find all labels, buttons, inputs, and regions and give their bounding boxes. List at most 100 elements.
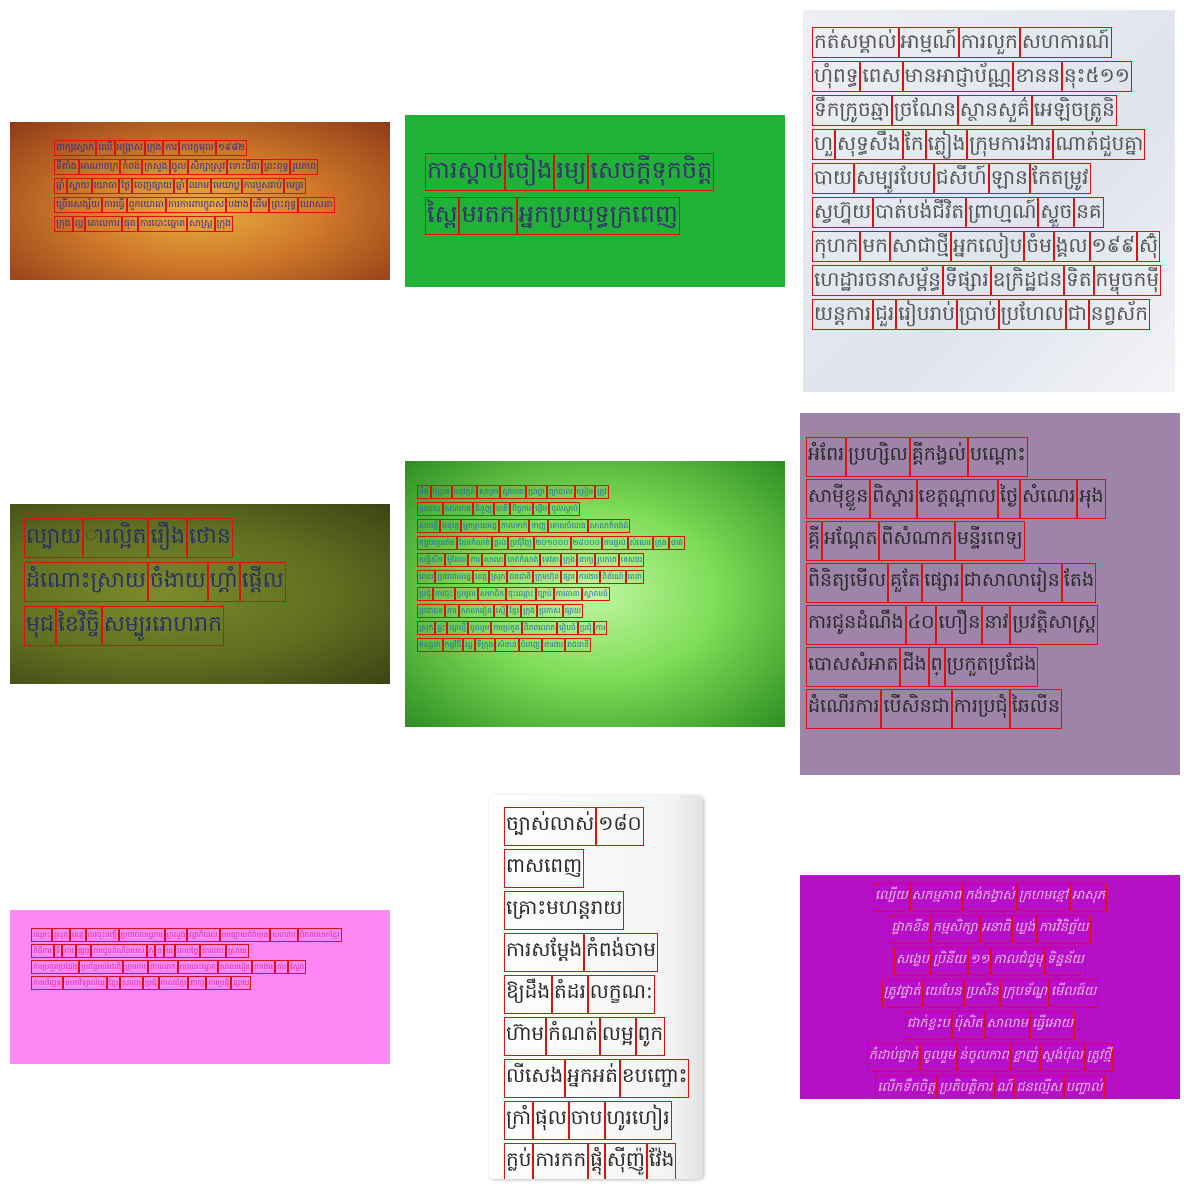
word-box: ប្រទេស [417, 502, 443, 516]
text-line: ស្វហ្វ៊ុយ បាត់បង់ជីវិត ព្រាហ្មណ៍ ស្ទួច នគ [812, 197, 1161, 228]
word-box: កម្មវិធី [442, 638, 464, 652]
text-line: ឱ្យដឹង តំដរ លក្ខណ: [504, 975, 689, 1014]
word-box: ការប្រជុំ [951, 689, 1010, 729]
word-box: ត្រូវ [595, 485, 609, 499]
word-box: មក [860, 231, 890, 262]
text-line: សន្និសីទ ម៉ូដែល ការ សាលា បាត់កំណត់ ទេវតា ក្រុង… [417, 553, 685, 567]
text-line: ពេល ប្រជាពលរដ្ឋ ខេត្ត ស្រុក ជនជាតិ ក្រុមហ៊ុនផ… [417, 570, 685, 584]
word-box: វ៉ែង [646, 1143, 677, 1179]
text-line: ដំណោះស្រាយ ចំងាយ ហ្គាំ ផ្ដើល [24, 562, 286, 602]
text-line: កត់សម្គាល់ អាម្មណ៍ ការលួក សហការណ៍ [812, 27, 1161, 58]
word-box: ចូលស្ដាប់ [549, 502, 580, 516]
word-box: ពិព័រណ៍ [600, 570, 626, 584]
text-lines: ពាក្យស្លោក ឈើ អង្ក្រាស ក្រុង ការ ការក្ខមុល ១៩៨… [54, 140, 335, 232]
word-box: ស្ថានសួគ៌ [957, 95, 1032, 126]
word-box: ព្រះពុទ្ធ [261, 159, 291, 175]
word-box: ប្រហ្សិល [846, 437, 910, 477]
word-box: ចំងាយ [147, 562, 208, 602]
word-box: ហឿន [936, 605, 983, 645]
word-box: ២០១០០០ [533, 536, 571, 550]
word-box: កុហក [812, 231, 861, 262]
word-box: ប្រព័ន្ធអប់រំជាតិ [79, 960, 124, 974]
word-box: កម្មសិក្សា [930, 915, 980, 944]
word-box: រម្យ [554, 153, 589, 191]
word-box: ល្បើយ [872, 883, 910, 912]
word-box: ក្រុង [144, 140, 164, 156]
word-box: យោធា [91, 178, 120, 194]
word-box: ពាក្យ [577, 553, 596, 567]
text-line: ហ៊ាម កំណត់ លម្អ ពូក [504, 1017, 689, 1056]
word-box: ប្រាប់ [956, 299, 999, 330]
text-line: កំដាប់ផ្ទាក់ ចូលរួម ន់ចូលកាព ខ្លាញ់ ស្ដង់ប៉ុ… [866, 1043, 1114, 1072]
word-box: រដ្ឋាភិបាល [187, 928, 220, 942]
word-box: ជីង [900, 647, 929, 687]
word-box: ការស្ដាប់ [425, 153, 506, 191]
word-box: ល្អ [72, 216, 86, 232]
word-box: ប្រសិន [963, 979, 1001, 1008]
word-box: ការបោះឆ្នោត [177, 960, 218, 974]
word-box: ឃ្លង់ [1012, 915, 1038, 944]
word-box: ក្រុមការ [123, 960, 148, 974]
sample-tile-orange-grunge: ពាក្យស្លោក ឈើ អង្ក្រាស ក្រុង ការ ការក្ខមុល ១៩៨… [10, 122, 390, 280]
word-box: លម្អ [599, 1017, 636, 1056]
word-box: ពេល [417, 570, 436, 584]
word-box: គ្គីកង្វល់ [909, 437, 969, 477]
word-box: ផ្តើម [533, 502, 550, 516]
word-box: ការ [468, 553, 483, 567]
word-box: ផ្សារ [75, 944, 92, 958]
word-box: បាត់បង់ជីវិត [873, 197, 967, 228]
word-box: ឧក្រិដ្ឋជន [990, 265, 1065, 296]
word-box: រូបភាព [290, 159, 319, 175]
word-box: ដែនកំណត់ [457, 536, 492, 550]
word-box: ឆ្នាំ [174, 178, 187, 194]
word-box: ផ្តុំ [588, 1143, 605, 1179]
word-box: បាត់កំណត់ [505, 553, 541, 567]
word-box: ការលួក [958, 27, 1020, 58]
text-lines: ល្បើយ សកម្មភាព កង់កង្វាស់ ក្រហមខ្មៅ អាសុភ ផ្ទ… [800, 883, 1180, 1099]
word-box: ចំម [1024, 231, 1054, 262]
word-box: បោសសំអាត [806, 647, 901, 687]
text-line: ល្បាយារល្អិត រឿង ថោន [24, 518, 286, 558]
text-line: ក្លប់ ការកក ផ្តុំ ស៊ីញ៉ូ វ៉ែង [504, 1143, 689, 1179]
word-box: ក [146, 944, 156, 958]
word-box: សាលារៀន [217, 960, 253, 974]
word-box: គួតែ [888, 563, 923, 603]
word-box: ជា [1065, 299, 1089, 330]
word-box: ការ [275, 960, 289, 974]
word-box: ក្រុមការងារ [967, 129, 1054, 160]
word-box: ឈាម [186, 178, 212, 194]
word-box: ចេញផ្សាយ [131, 178, 175, 194]
sample-tile-pink: ឈ្មោះ ស្រុក ខេត្ត ការចុះបញ្ជី ប្រជាពលរដ្ឋការ… [10, 910, 390, 1064]
sample-tile-leaf-texture: ល្បាយារល្អិត រឿង ថោន ដំណោះស្រាយ ចំងាយ ហ្គាំ ផ្… [10, 504, 390, 684]
word-box: ប្រហែល [998, 299, 1066, 330]
word-box: ចាប [568, 1101, 605, 1140]
word-box: រូបភាព [595, 553, 619, 567]
word-box: ប្រកាស [536, 604, 563, 618]
text-line: ជាក់ខ្លះប ប៉ុសិត សាលាម ធ្វើអោយ [904, 1011, 1076, 1040]
text-line: គ្គី អណ្ដែត ពីសំណាក មន្ទីរពេទ្យ [806, 521, 1106, 561]
word-box: សាម៉ីខ្លួន [806, 479, 871, 519]
text-line: បាយ សម្បូរបែប ជសីហ៍ ឡាន កែតម្រូវ [812, 163, 1161, 194]
text-line: ច្រើនសង្ស័យ ការធ្វើ ពួកយោធា ការការពារក្ខូរា… [54, 197, 335, 213]
word-box: ការបោះឆ្នោត [137, 216, 188, 232]
word-box: ស្វហ្វ៊ុយ [812, 197, 874, 228]
word-box: បាតិ [493, 502, 510, 516]
word-box: ជនជាតិ [507, 570, 534, 584]
word-box: ប៉ុន្មាន [430, 485, 452, 499]
word-box: ប្រជាពលរដ្ឋ [435, 570, 474, 584]
word-box: រាជធានី [565, 638, 591, 652]
word-box: គ្គី [806, 521, 823, 561]
word-box: ចូល [169, 159, 189, 175]
word-box: ការក្ខមុល [179, 140, 216, 156]
text-line: ការសម្ដែង កំពង់ចាម [504, 933, 689, 972]
word-box: សហការណ៍ [1019, 27, 1112, 58]
word-box: ស្រុក [51, 928, 70, 942]
text-line: ត្រូវផ្ទាត់ យេបែន ប្រសិន ក្រុបទ័ណ្ឌ មើលផ៍យ [881, 979, 1099, 1008]
word-box: ច្បាស់លាស់ [504, 807, 597, 846]
text-line: ស្រុក ផ្ទះ ផ្សារថ្មី ចូលរួម ការប្រកួត ពិភពលោក… [417, 621, 685, 635]
word-box: ស្រុក [489, 570, 508, 584]
word-box: អនាធិ [979, 915, 1013, 944]
word-box: សាលា [120, 976, 143, 990]
word-box: ស៊ុំ [1137, 231, 1161, 262]
text-line: អំពែរ ប្រហ្សិល គ្គីកង្វល់ បណ្ដោះ [806, 437, 1106, 477]
